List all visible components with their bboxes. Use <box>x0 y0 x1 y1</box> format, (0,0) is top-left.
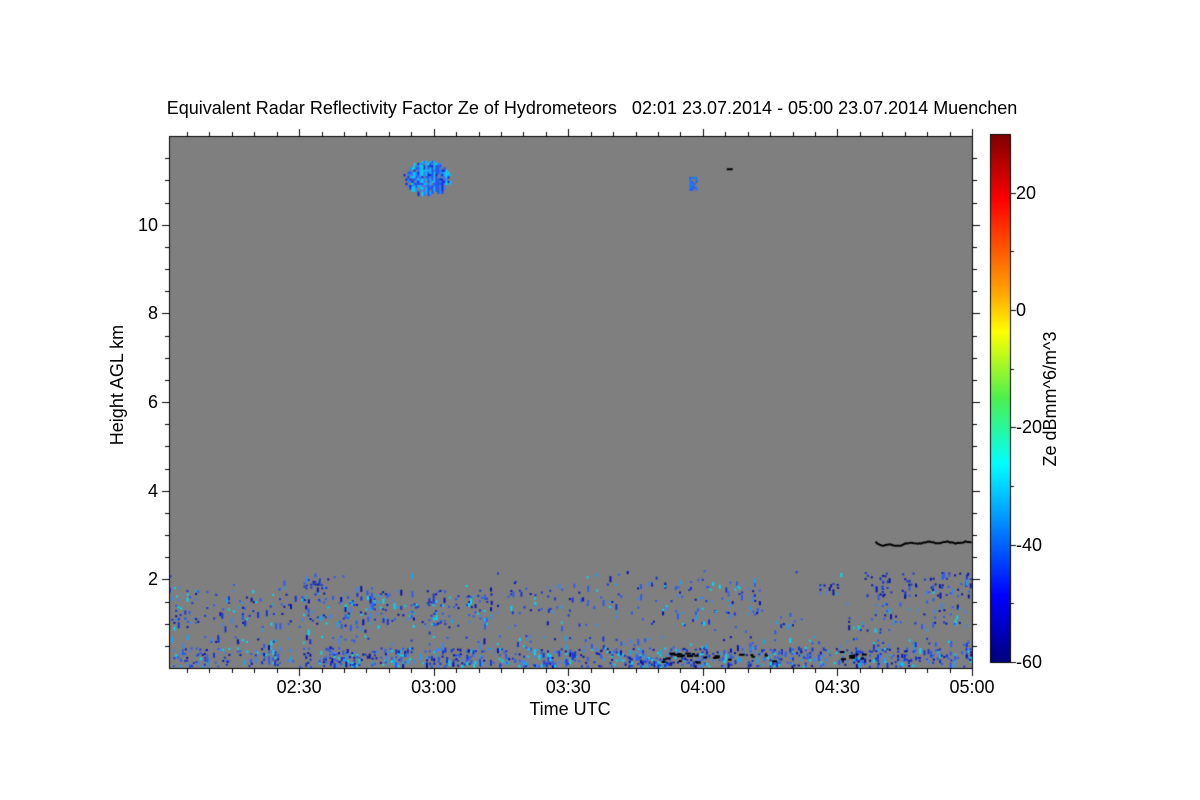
y-tick-label: 8 <box>147 303 158 324</box>
colorbar-tick-label: -40 <box>1016 534 1043 555</box>
x-tick-label: 03:00 <box>411 677 457 697</box>
y-axis-label: Height AGL km <box>107 324 127 446</box>
chart-title: Equivalent Radar Reflectivity Factor Ze … <box>166 98 1018 118</box>
y-tick-label: 2 <box>147 569 158 590</box>
colorbar-label: Ze dBmm^6/m^3 <box>1040 331 1060 467</box>
y-tick-label: 6 <box>147 392 158 412</box>
colorbar-tick-label: 20 <box>1016 182 1037 203</box>
y-tick-label: 4 <box>147 480 158 501</box>
colorbar-tick-label: -60 <box>1016 652 1043 672</box>
x-tick-label: 04:00 <box>680 677 726 697</box>
x-axis-label: Time UTC <box>529 699 611 719</box>
x-tick-label: 03:30 <box>545 677 591 697</box>
colorbar-tick-label: -20 <box>1016 417 1043 438</box>
y-tick-label: 10 <box>137 214 158 235</box>
x-tick-label: 05:00 <box>949 677 995 697</box>
x-tick-label: 04:30 <box>814 677 860 697</box>
colorbar-tick-label: 0 <box>1016 300 1027 320</box>
x-tick-label: 02:30 <box>276 677 322 697</box>
